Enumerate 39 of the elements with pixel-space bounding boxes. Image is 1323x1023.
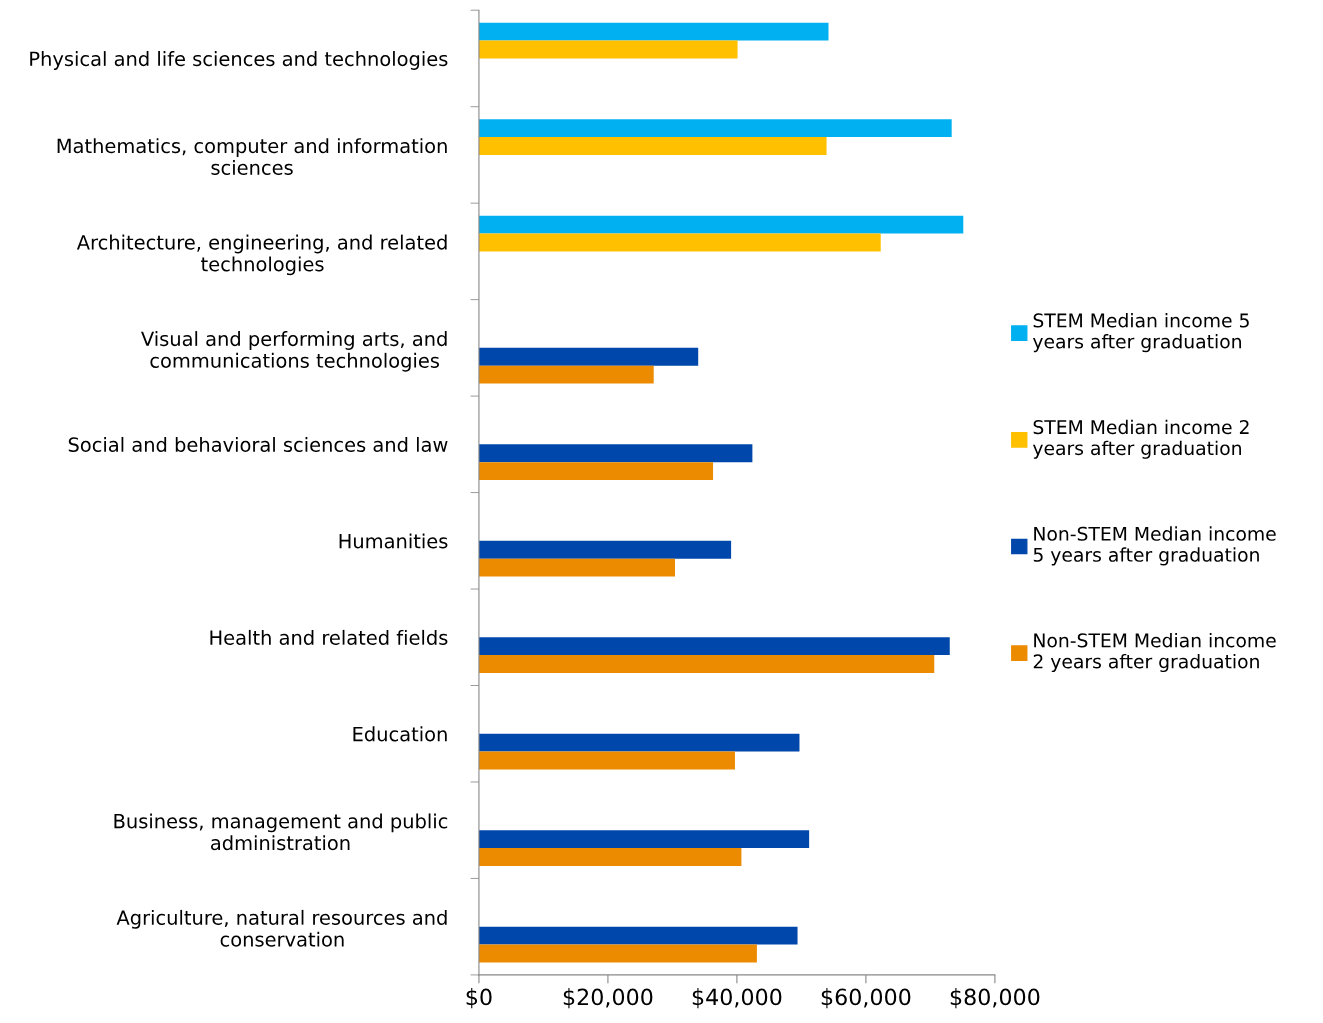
bar bbox=[478, 926, 798, 945]
y-tick-label: Mathematics, computer and information sciences bbox=[57, 138, 447, 175]
y-tick-label: Humanities bbox=[339, 533, 448, 549]
bar bbox=[478, 444, 753, 463]
y-tick-label: Business, management and public administration bbox=[114, 813, 448, 851]
bar bbox=[478, 830, 810, 849]
x-tick-label: $80,000 bbox=[950, 988, 1040, 1009]
bar bbox=[478, 944, 757, 963]
bar bbox=[478, 119, 952, 138]
bar bbox=[478, 751, 735, 770]
bar bbox=[478, 22, 829, 41]
bar bbox=[478, 733, 800, 752]
bar bbox=[478, 137, 827, 155]
x-tick-label: $60,000 bbox=[821, 988, 911, 1009]
bar bbox=[478, 558, 675, 577]
y-tick-label: Architecture, engineering, and related technologies bbox=[76, 234, 447, 276]
y-tick-label: Health and related fields bbox=[210, 629, 448, 645]
bar bbox=[478, 365, 654, 384]
y-tick-label: Agriculture, natural resources and conservation bbox=[116, 909, 447, 947]
y-tick-label: Visual and performing arts, and communications technologies bbox=[141, 331, 447, 372]
bar bbox=[478, 347, 699, 366]
y-tick-label: Education bbox=[353, 726, 447, 742]
bar bbox=[478, 40, 738, 59]
y-tick-label: Physical and life sciences and technologies bbox=[30, 51, 448, 70]
legend-label: STEM Median income 5 years after graduation bbox=[1032, 313, 1249, 353]
bar bbox=[478, 540, 732, 559]
bar bbox=[478, 637, 950, 656]
x-tick-label: $20,000 bbox=[563, 988, 653, 1009]
y-tick-label: Social and behavioral sciences and law bbox=[68, 436, 448, 452]
legend-label: STEM Median income 2 years after graduation bbox=[1032, 419, 1249, 459]
x-tick-label: $0 bbox=[466, 988, 492, 1009]
x-tick-label: $40,000 bbox=[692, 988, 782, 1009]
bar bbox=[478, 233, 881, 252]
bar bbox=[478, 848, 742, 866]
bar bbox=[478, 215, 964, 234]
bar bbox=[478, 462, 714, 481]
legend-label: Non-STEM Median income 5 years after graduation bbox=[1033, 526, 1276, 566]
legend-label: Non-STEM Median income 2 years after graduation bbox=[1033, 632, 1276, 673]
bar bbox=[478, 655, 935, 673]
